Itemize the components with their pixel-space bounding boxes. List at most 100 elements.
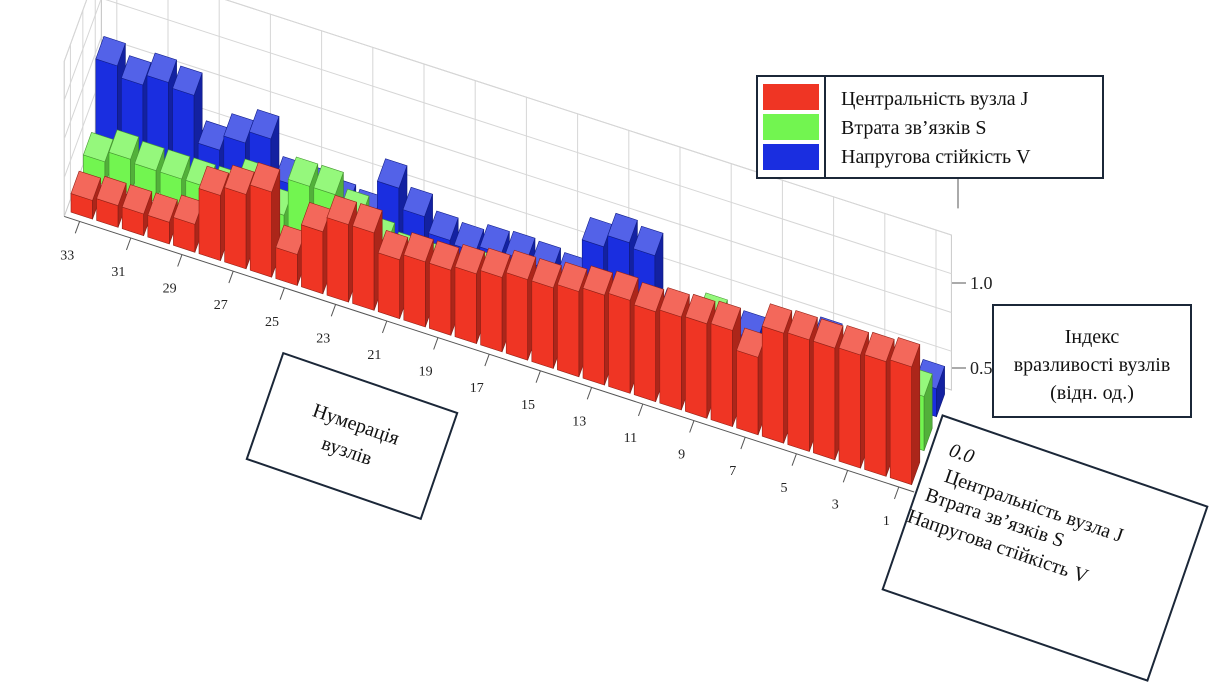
x-tick-label-23: 23 (316, 331, 330, 346)
bar-j-node-8 (710, 300, 741, 428)
bar-face-front (198, 188, 221, 262)
x-tick-label-9: 9 (678, 448, 685, 463)
x-tick-7 (740, 437, 746, 450)
bar-face-front (557, 284, 580, 378)
bar-j-node-18 (454, 244, 485, 345)
bar-face-front (224, 187, 247, 270)
bar-face-top (96, 175, 127, 207)
bar-face-top (287, 156, 319, 187)
bar-face-top (428, 210, 459, 241)
x-tick-9 (689, 420, 695, 433)
bar-face-front (505, 272, 529, 361)
bar-face-top (838, 325, 869, 356)
bar-face-top (582, 265, 613, 296)
legend-label-j: Центральність вузла J (841, 88, 1029, 110)
bar-face-top (134, 140, 165, 172)
bar-face-top (249, 109, 280, 140)
bar-j-node-26 (249, 162, 281, 278)
x-tick-11 (637, 403, 644, 417)
bar-face-front (480, 270, 503, 353)
bar-face-top (480, 247, 511, 278)
bar-j-node-28 (198, 165, 229, 262)
bar-j-node-9 (685, 293, 716, 419)
bar-face-top (454, 244, 485, 275)
bar-face-front (454, 266, 477, 345)
bar-face-front (838, 347, 861, 469)
x-tick-31 (125, 237, 132, 251)
bar-face-front (761, 325, 785, 444)
bar-v-node-22 (377, 158, 408, 243)
bar-face-front (608, 292, 631, 394)
legend-swatch-s (763, 114, 819, 140)
bar-face-top (761, 303, 793, 334)
bar-face-top (146, 52, 177, 83)
bar-face-top (685, 293, 716, 325)
bar-face-front (249, 184, 273, 278)
bar-face-top (402, 186, 433, 217)
bar-face-top (352, 203, 383, 234)
bar-face-top (659, 287, 690, 318)
bar-face-top (377, 158, 408, 189)
bar-j-node-3 (838, 325, 869, 469)
x-tick-1 (893, 486, 900, 500)
bar-j-node-1 (889, 337, 921, 486)
bar-face-top (83, 132, 114, 163)
bar-j-node-6 (761, 303, 793, 444)
bar-face-side (911, 344, 921, 485)
bar-face-front (685, 316, 708, 419)
bar-j-node-32 (96, 175, 127, 228)
bar-face-front (582, 287, 605, 386)
x-tick-label-33: 33 (60, 248, 74, 263)
bar-s-node-31 (134, 140, 165, 203)
bar-j-node-27 (224, 164, 255, 270)
bar-face-top (633, 225, 664, 257)
bar-j-node-2 (864, 331, 895, 477)
bar-face-top (607, 212, 638, 244)
bar-j-node-12 (608, 270, 639, 394)
bar-j-node-23 (326, 194, 357, 303)
x-tick-29 (177, 254, 183, 267)
bar-face-top (377, 230, 409, 261)
bar-j-node-17 (480, 247, 511, 353)
x-tick-23 (330, 304, 337, 317)
bar-j-node-19 (429, 240, 460, 336)
bar-face-top (608, 270, 639, 301)
x-tick-label-29: 29 (163, 282, 177, 297)
bar-face-top (403, 232, 434, 263)
bar-j-node-4 (813, 318, 844, 461)
legend-swatch-j (763, 84, 819, 110)
bar-face-top (787, 310, 818, 341)
z-axis-title-box: Індекс вразливості вузлів (відн. од.) (992, 304, 1192, 418)
x-tick-label-25: 25 (265, 315, 279, 330)
bar-face-top (813, 318, 844, 349)
x-tick-label-7: 7 (729, 464, 736, 479)
grid-line-horizontal (63, 0, 952, 236)
x-tick-label-5: 5 (781, 481, 788, 496)
bar-face-front (633, 304, 657, 403)
x-tick-19 (433, 337, 439, 350)
x-tick-17 (484, 354, 490, 367)
bar-face-top (198, 165, 229, 196)
bar-face-front (531, 280, 554, 369)
bar-face-top (95, 36, 126, 67)
series-axis-box-frame (881, 414, 1209, 682)
bar-j-node-16 (505, 249, 537, 361)
x-tick-21 (381, 320, 388, 334)
bar-face-top (313, 164, 344, 196)
bar-face-front (787, 332, 810, 452)
legend-label-v: Напругова стійкість V (841, 146, 1031, 168)
bar-face-front (352, 225, 375, 311)
bar-face-top (453, 222, 485, 253)
x-tick-3 (842, 470, 849, 483)
bar-face-top (710, 300, 741, 331)
bar-j-node-21 (377, 230, 409, 320)
bar-j-node-30 (147, 192, 178, 245)
x-tick-33 (74, 221, 81, 234)
bar-face-top (249, 162, 281, 193)
grid-line-horizontal (63, 0, 952, 275)
x-axis-title-box: Нумерація вузлів (245, 351, 459, 521)
bar-face-front (377, 252, 401, 320)
z-axis-title-line-2: вразливості вузлів (1014, 354, 1171, 376)
bar-face-top (633, 282, 665, 313)
